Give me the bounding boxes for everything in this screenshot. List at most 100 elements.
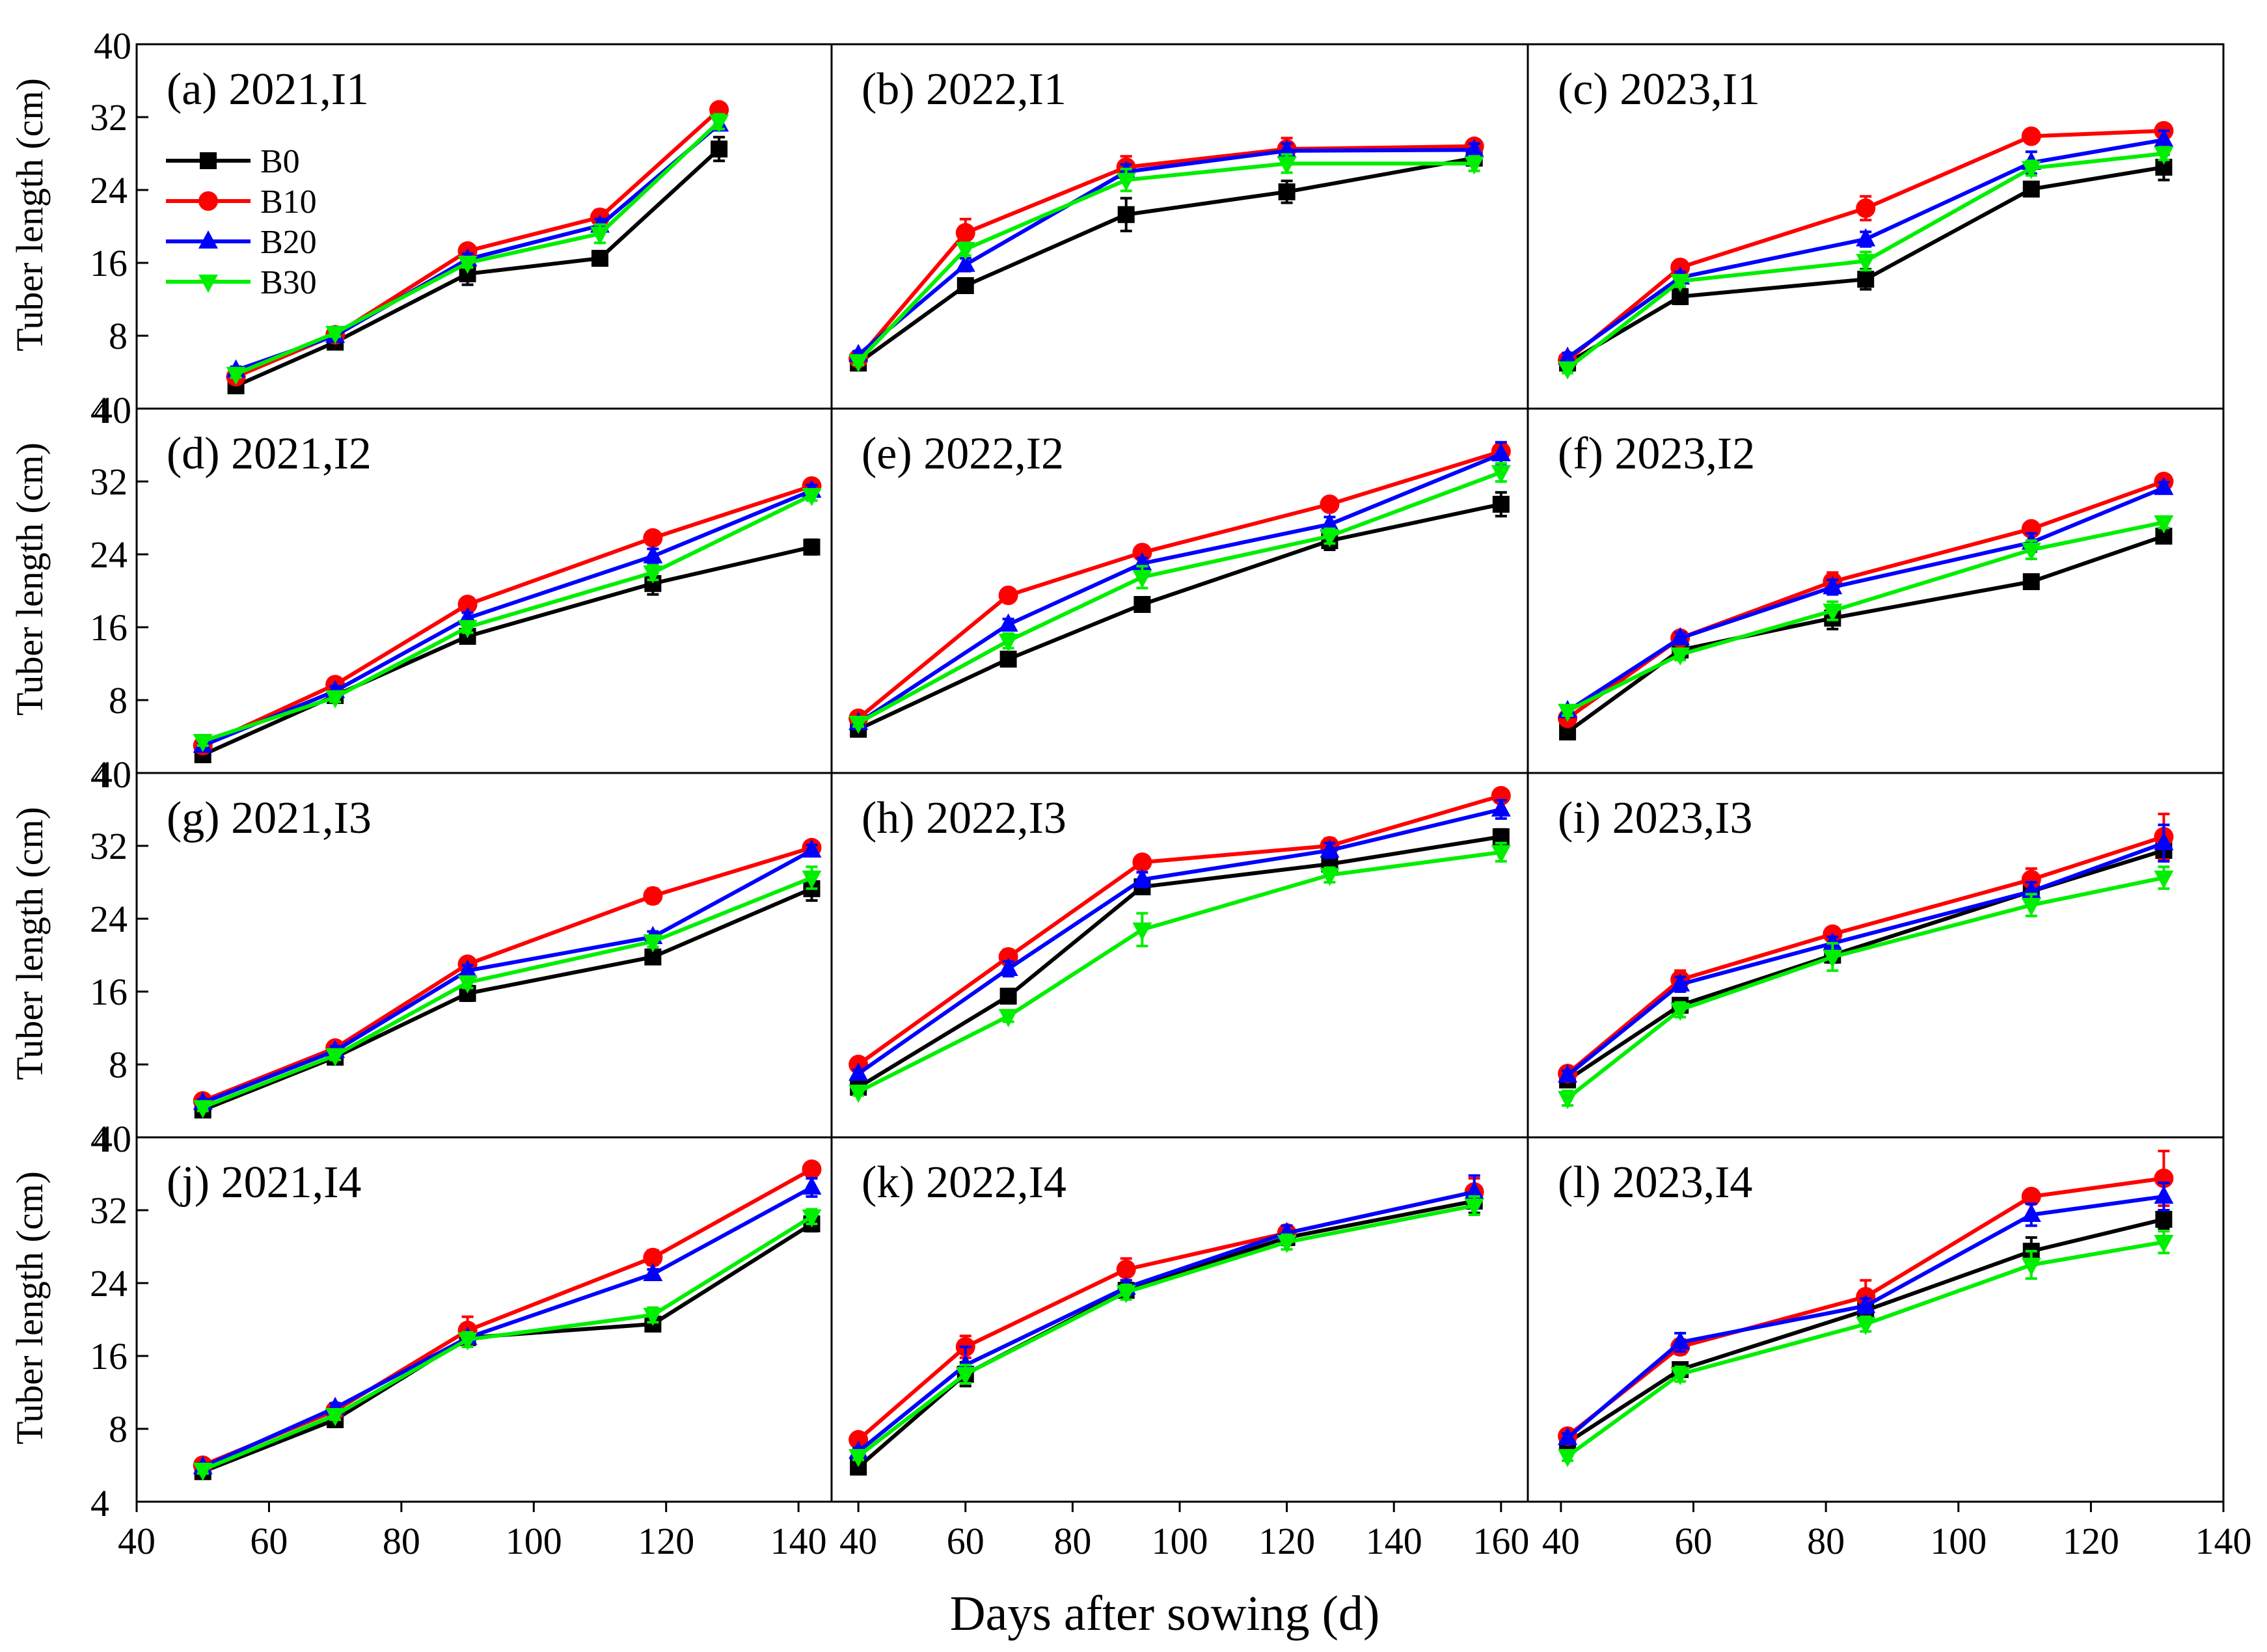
x-tick-label: 120 <box>638 1520 694 1562</box>
y-tick-label: 8 <box>109 1408 128 1450</box>
series-line-B0 <box>1566 534 2165 734</box>
marker-B0 <box>591 250 608 267</box>
marker-B10 <box>1116 1260 1136 1279</box>
marker-B30 <box>1491 465 1511 483</box>
series-line-B30 <box>202 1215 813 1472</box>
marker-B30 <box>1670 274 1690 292</box>
series-line-B0 <box>857 156 1475 365</box>
marker-B30 <box>1464 1198 1484 1217</box>
marker-B30 <box>848 1449 869 1467</box>
x-tick-label: 60 <box>1675 1520 1713 1562</box>
marker-B30 <box>643 934 663 953</box>
marker-B30 <box>848 716 869 734</box>
x-tick-label: 140 <box>770 1520 827 1562</box>
legend-label-B20: B20 <box>260 224 317 261</box>
series-line-B20 <box>202 1185 813 1469</box>
series-B0 <box>850 491 1510 738</box>
marker-B30 <box>1823 603 1843 622</box>
y-axis-label: Tuber length (cm) <box>8 1171 51 1444</box>
series-B30 <box>1558 865 2174 1109</box>
series-B0 <box>1559 840 2173 1089</box>
marker-B30 <box>1464 156 1484 175</box>
marker-B30 <box>1277 156 1297 175</box>
marker-B20 <box>2021 1204 2041 1222</box>
legend-label-B10: B10 <box>260 183 317 221</box>
series-line-B20 <box>857 1190 1475 1454</box>
x-tick-label: 100 <box>506 1520 562 1562</box>
marker-B30 <box>955 1367 975 1385</box>
marker-B20 <box>2154 129 2174 147</box>
marker-B10 <box>643 886 663 906</box>
series-line-B0 <box>857 502 1502 731</box>
series-line-B20 <box>202 489 813 748</box>
marker-B20 <box>1320 839 1340 858</box>
series-line-B0 <box>202 545 813 757</box>
series-B30 <box>193 488 822 752</box>
marker-B20 <box>2154 832 2174 850</box>
x-tick-label: 100 <box>1930 1520 1987 1562</box>
marker-B30 <box>1132 922 1152 941</box>
chart-panel-9: (i) 2023,I3 <box>1527 772 2225 1139</box>
x-tick-label: 40 <box>839 1520 877 1562</box>
marker-B30 <box>457 256 478 274</box>
series-B0 <box>194 538 821 763</box>
marker-B10 <box>2021 1187 2041 1206</box>
marker-B30 <box>1558 1090 1578 1109</box>
x-tick-label: 80 <box>383 1520 420 1562</box>
marker-B30 <box>848 354 869 373</box>
chart-panel-11: 40 60 80 100 120 140 160 (k) 2022,I4 <box>830 1136 1529 1562</box>
marker-B30 <box>2154 515 2174 534</box>
marker-B20 <box>802 839 822 858</box>
series-B30 <box>848 153 1484 373</box>
marker-B20 <box>1670 627 1690 645</box>
series-line-B10 <box>202 1167 813 1467</box>
marker-B10 <box>955 223 975 243</box>
marker-B20 <box>1464 139 1484 157</box>
y-tick-label: 8 <box>109 679 128 722</box>
marker-B10 <box>1132 852 1152 873</box>
y-tick-label: 32 <box>90 96 128 139</box>
marker-B30 <box>802 488 822 506</box>
series-B0 <box>850 828 1510 1096</box>
marker-B20 <box>2154 476 2174 495</box>
marker-B20 <box>1464 1181 1484 1199</box>
series-line-B30 <box>1566 521 2165 713</box>
marker-B10 <box>198 191 218 211</box>
marker-B30 <box>802 871 822 889</box>
marker-B10 <box>2021 869 2041 889</box>
y-tick-label: 24 <box>90 898 128 940</box>
marker-B20 <box>643 1263 663 1281</box>
series-line-B30 <box>1566 1240 2164 1458</box>
y-tick-label: 40 <box>94 1118 131 1160</box>
y-tick-label: 8 <box>109 1044 128 1086</box>
series-line-B30 <box>857 850 1502 1094</box>
marker-B20 <box>198 230 218 249</box>
panel-title: (f) 2023,I2 <box>1558 429 1755 479</box>
y-tick-label: 40 <box>94 25 131 67</box>
series-line-B20 <box>857 807 1502 1076</box>
series-line-B20 <box>1566 138 2164 360</box>
legend-label-B30: B30 <box>260 264 317 301</box>
x-tick-label: 160 <box>1473 1520 1529 1562</box>
marker-B0 <box>1134 596 1151 613</box>
x-tick-label: 80 <box>1053 1520 1091 1562</box>
marker-B30 <box>457 1332 478 1351</box>
marker-B30 <box>1116 1285 1136 1303</box>
marker-B30 <box>2021 543 2041 561</box>
panel-title: (h) 2022,I3 <box>862 793 1066 843</box>
series-line-B0 <box>1566 848 2165 1082</box>
marker-B20 <box>2154 1185 2174 1204</box>
marker-B0 <box>957 277 974 294</box>
chart-panel-2: (b) 2022,I1 <box>830 43 1529 410</box>
marker-B20 <box>998 958 1018 976</box>
y-tick-label: 16 <box>90 242 128 284</box>
marker-B20 <box>1856 228 1876 247</box>
marker-B0 <box>2022 573 2040 590</box>
marker-B30 <box>643 565 663 584</box>
panel-title: (b) 2022,I1 <box>862 64 1066 115</box>
x-tick-label: 80 <box>1807 1520 1845 1562</box>
x-tick-label: 140 <box>1366 1520 1422 1562</box>
marker-B30 <box>1823 949 1843 968</box>
marker-B0 <box>2155 1211 2173 1228</box>
y-tick-label: 16 <box>90 1335 128 1377</box>
